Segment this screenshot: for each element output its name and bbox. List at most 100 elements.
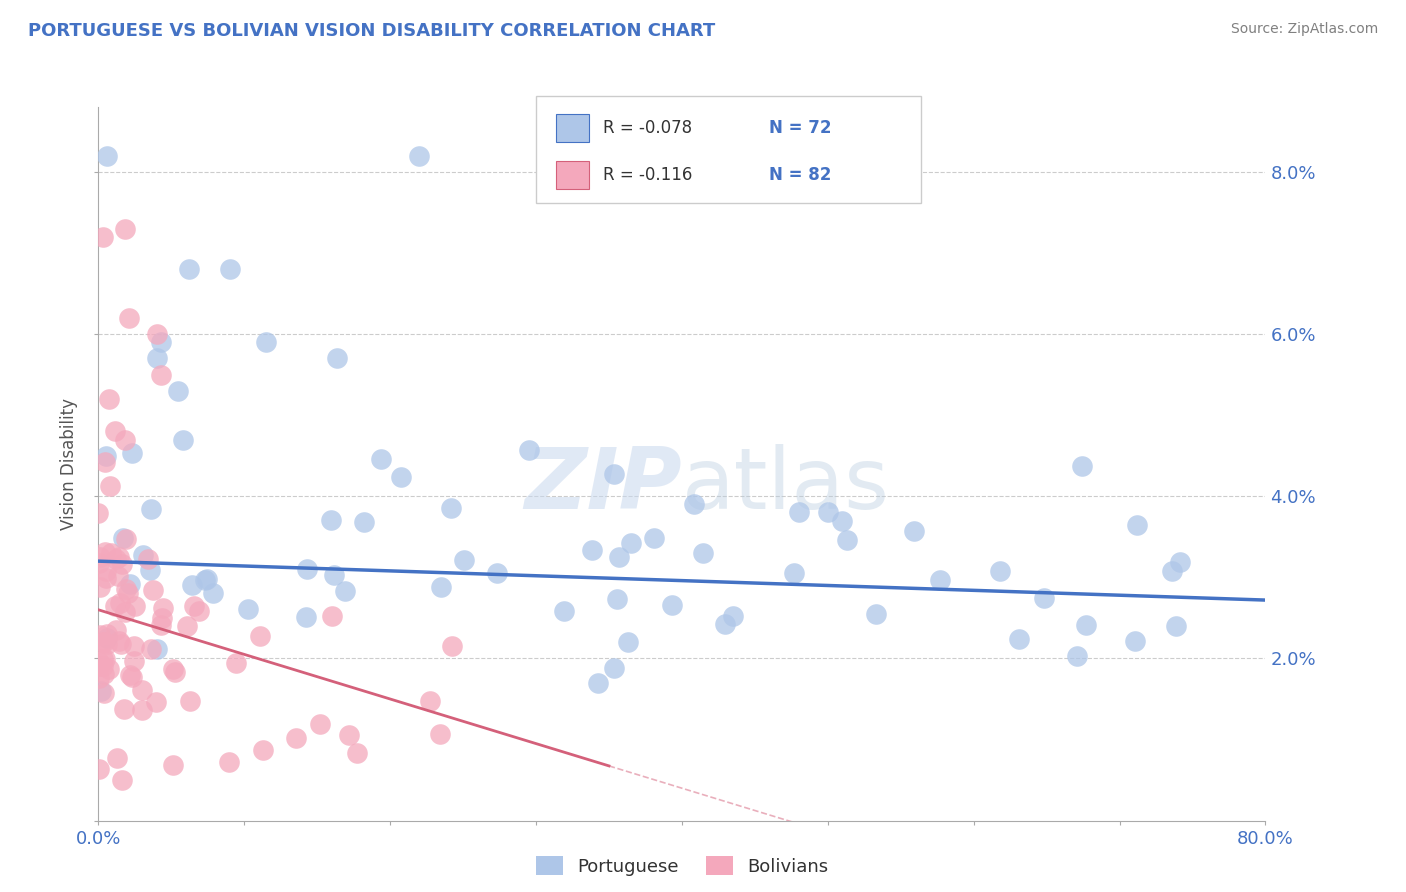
Point xyxy=(162,661,184,675)
Point xyxy=(837,533,859,547)
Point xyxy=(150,611,173,625)
Point xyxy=(138,563,160,577)
Point xyxy=(115,532,138,546)
Point xyxy=(865,607,887,621)
Point xyxy=(661,599,683,613)
FancyBboxPatch shape xyxy=(536,96,921,203)
Point xyxy=(162,758,184,772)
Point xyxy=(93,634,115,648)
Point xyxy=(94,571,117,585)
Point xyxy=(326,351,349,366)
Point xyxy=(408,149,430,163)
Point xyxy=(112,702,135,716)
Point xyxy=(193,573,215,587)
Point xyxy=(118,310,141,325)
Point xyxy=(322,567,344,582)
Text: N = 82: N = 82 xyxy=(769,166,832,184)
Point xyxy=(93,686,115,700)
Point xyxy=(96,149,118,163)
Point xyxy=(782,566,804,580)
Point xyxy=(114,433,136,447)
Point xyxy=(124,639,146,653)
Point xyxy=(297,562,319,576)
Point xyxy=(553,604,575,618)
Text: N = 72: N = 72 xyxy=(769,119,832,136)
Point xyxy=(121,670,143,684)
Point xyxy=(91,229,114,244)
Point xyxy=(188,604,211,618)
Text: PORTUGUESE VS BOLIVIAN VISION DISABILITY CORRELATION CHART: PORTUGUESE VS BOLIVIAN VISION DISABILITY… xyxy=(28,22,716,40)
Text: ZIP: ZIP xyxy=(524,443,682,527)
Point xyxy=(903,524,925,539)
Point xyxy=(104,599,127,613)
Point xyxy=(108,549,131,564)
Point xyxy=(110,596,132,610)
Point xyxy=(353,515,375,529)
Point xyxy=(104,552,127,566)
Point xyxy=(643,532,665,546)
Point xyxy=(93,666,115,681)
Point xyxy=(607,549,630,564)
Point xyxy=(89,549,111,564)
Point xyxy=(96,631,118,645)
Point xyxy=(131,703,153,717)
Point xyxy=(1076,618,1098,632)
Legend: Portuguese, Bolivians: Portuguese, Bolivians xyxy=(529,849,835,883)
Text: atlas: atlas xyxy=(682,443,890,527)
Point xyxy=(96,637,118,651)
Point xyxy=(723,608,745,623)
Point xyxy=(172,433,194,447)
Point xyxy=(602,467,624,482)
Point xyxy=(236,602,259,616)
Point xyxy=(138,552,160,566)
Point xyxy=(121,445,143,459)
Point xyxy=(441,639,464,653)
Point xyxy=(249,629,271,643)
Point xyxy=(929,573,952,587)
Point xyxy=(440,500,463,515)
Point xyxy=(152,601,174,615)
Point xyxy=(603,661,626,675)
Point xyxy=(114,582,136,596)
Point xyxy=(94,652,117,666)
Text: R = -0.078: R = -0.078 xyxy=(603,119,692,136)
Point xyxy=(90,684,112,698)
Point xyxy=(145,695,167,709)
Point xyxy=(218,262,240,277)
Point xyxy=(337,727,360,741)
Point xyxy=(201,586,224,600)
FancyBboxPatch shape xyxy=(555,161,589,189)
Point xyxy=(586,676,609,690)
Point xyxy=(1066,648,1088,663)
Point xyxy=(485,566,508,580)
Point xyxy=(179,694,201,708)
Point xyxy=(254,335,277,350)
Point xyxy=(319,513,342,527)
Point xyxy=(89,671,111,685)
Point xyxy=(321,609,343,624)
Point xyxy=(93,652,115,666)
Point xyxy=(98,478,121,492)
Point xyxy=(429,580,451,594)
Point xyxy=(1123,633,1146,648)
Point xyxy=(218,755,240,769)
Point xyxy=(517,443,540,458)
Point xyxy=(132,548,155,562)
Point xyxy=(87,659,110,673)
Point xyxy=(111,773,134,788)
Point xyxy=(295,610,318,624)
Point xyxy=(87,763,110,777)
Point xyxy=(108,634,131,648)
Point xyxy=(176,619,198,633)
Text: R = -0.116: R = -0.116 xyxy=(603,166,692,184)
Point xyxy=(105,750,128,764)
Point xyxy=(89,628,111,642)
Point xyxy=(1166,618,1188,632)
Point xyxy=(96,626,118,640)
Point xyxy=(111,558,134,572)
Point xyxy=(91,635,114,649)
Point xyxy=(252,743,274,757)
Point xyxy=(145,642,167,657)
Point xyxy=(107,569,129,583)
Point xyxy=(683,497,706,511)
